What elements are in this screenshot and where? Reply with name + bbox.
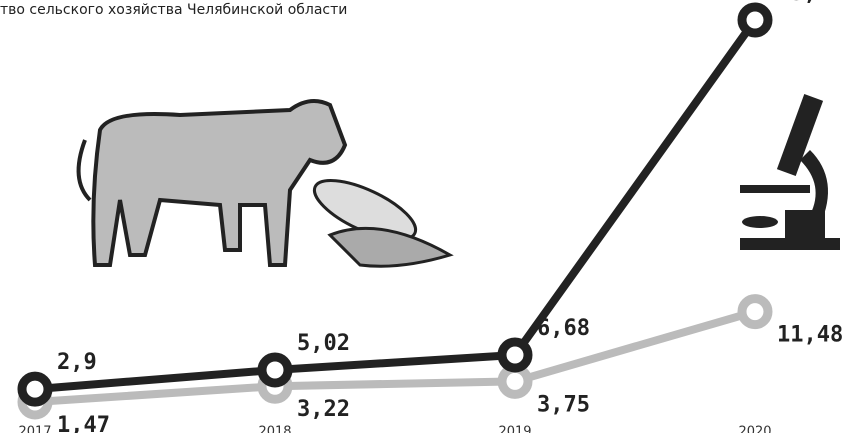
x-tick-label: 2018 [258, 425, 291, 433]
point-marker [742, 299, 768, 325]
value-label: 3,75 [537, 392, 590, 417]
point-marker [262, 357, 288, 383]
point-marker [22, 376, 48, 402]
chart-title: тво сельского хозяйства Челябинской обла… [0, 2, 347, 18]
x-tick-label: 2019 [498, 425, 531, 433]
value-label: 43,772 [777, 0, 855, 6]
point-marker [502, 342, 528, 368]
value-label: 5,02 [297, 331, 350, 356]
page: {"chart_data": {"type": "line", "title":… [0, 0, 855, 433]
microscope-icon [740, 94, 840, 250]
cow-icon [79, 101, 345, 265]
point-marker [742, 7, 768, 33]
x-tick-label: 2017 [18, 425, 51, 433]
chart: тво сельского хозяйства Челябинской обла… [0, 0, 855, 433]
x-tick-label: 2020 [738, 425, 771, 433]
value-label: 11,48 [777, 323, 843, 348]
corn-icon [307, 169, 450, 267]
value-label: 1,47 [57, 413, 110, 433]
series-line [35, 312, 755, 402]
value-label: 6,68 [537, 316, 590, 341]
value-label: 2,9 [57, 350, 97, 375]
value-label: 3,22 [297, 397, 350, 422]
